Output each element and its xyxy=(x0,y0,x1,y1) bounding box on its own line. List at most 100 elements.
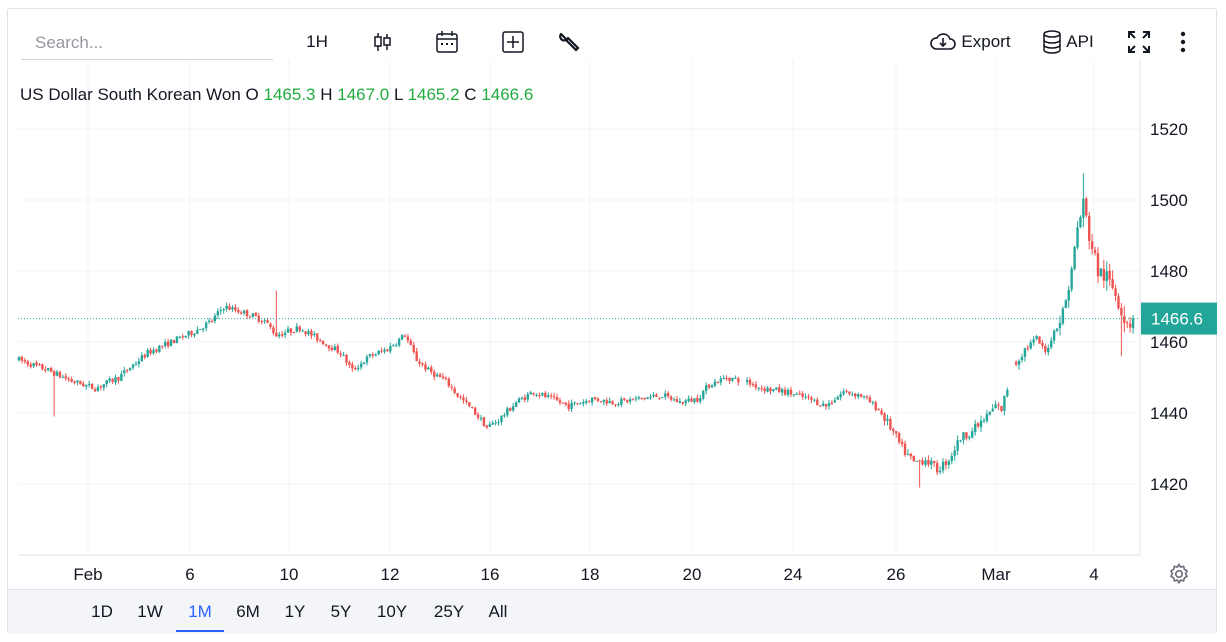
export-button[interactable]: Export xyxy=(923,24,1017,60)
candle-body xyxy=(1079,217,1082,228)
search-input[interactable] xyxy=(21,26,273,60)
candle-body xyxy=(155,349,158,352)
candle-body xyxy=(874,402,877,410)
candle-body xyxy=(73,381,76,383)
date-range-button[interactable] xyxy=(425,24,469,60)
candle-body xyxy=(985,413,989,421)
range-6m[interactable]: 6M xyxy=(236,602,260,621)
candle-body xyxy=(1050,340,1053,348)
candle-body xyxy=(927,459,930,465)
api-button[interactable]: API xyxy=(1037,24,1099,60)
candle-body xyxy=(558,400,562,403)
candle-body xyxy=(307,331,310,335)
y-tick-label: 1420 xyxy=(1150,475,1188,494)
candle-body xyxy=(514,402,518,407)
candle-body xyxy=(348,362,351,365)
candlestick-type-button[interactable] xyxy=(361,24,405,60)
candle-body xyxy=(491,422,494,425)
candle-body xyxy=(1102,268,1106,281)
candle-body xyxy=(377,350,380,355)
candle-body xyxy=(228,306,231,310)
x-tick-label: 26 xyxy=(887,565,906,584)
legend-symbol: US Dollar South Korean Won xyxy=(20,85,241,104)
candle-body xyxy=(117,377,120,381)
candle-body xyxy=(857,394,860,397)
last-price-tag xyxy=(1141,302,1217,335)
candle-body xyxy=(295,326,298,332)
interval-button[interactable]: 1H xyxy=(295,24,339,60)
fullscreen-button[interactable] xyxy=(1121,24,1157,60)
candle-body xyxy=(196,329,199,334)
range-all[interactable]: All xyxy=(488,602,508,621)
candle-body xyxy=(240,312,243,314)
range-1y[interactable]: 1Y xyxy=(284,602,306,621)
candle-body xyxy=(582,401,585,404)
candle-body xyxy=(1055,328,1059,331)
database-icon xyxy=(1042,30,1062,54)
candle-body xyxy=(1035,336,1038,339)
candle-body xyxy=(748,379,752,385)
candle-body xyxy=(172,340,176,344)
candle-body xyxy=(140,355,144,362)
candle-body xyxy=(1123,315,1126,324)
range-1m[interactable]: 1M xyxy=(188,602,212,621)
candle-body xyxy=(573,402,576,404)
candle-body xyxy=(400,335,404,340)
candle-body xyxy=(143,355,146,358)
chart-settings-button[interactable] xyxy=(1168,562,1190,585)
candle-body xyxy=(1038,336,1041,344)
candle-body xyxy=(58,371,62,378)
candle-body xyxy=(237,309,240,313)
candle-body xyxy=(798,393,801,395)
candle-body xyxy=(52,371,56,376)
candle-body xyxy=(675,399,679,403)
candle-body xyxy=(719,378,722,383)
candle-body xyxy=(427,367,430,370)
toolbar: 1H Export API xyxy=(7,8,1217,60)
candle-body xyxy=(459,396,462,398)
candle-body xyxy=(418,361,421,364)
more-options-button[interactable] xyxy=(1171,24,1195,60)
candle-body xyxy=(342,354,345,356)
range-1d[interactable]: 1D xyxy=(91,602,113,621)
candle-body xyxy=(789,389,793,395)
candle-body xyxy=(164,342,167,346)
candle-body xyxy=(982,420,986,422)
candle-body xyxy=(82,383,85,387)
add-indicator-button[interactable] xyxy=(491,24,535,60)
candle-body xyxy=(877,409,880,411)
candle-body xyxy=(70,378,73,382)
candle-body xyxy=(365,356,369,363)
candle-body xyxy=(175,336,179,343)
range-25y[interactable]: 25Y xyxy=(433,602,465,621)
candle-body xyxy=(476,414,480,418)
chart-grid xyxy=(18,60,1140,555)
range-10y[interactable]: 10Y xyxy=(376,602,408,621)
candle-body xyxy=(707,384,711,388)
candle-body xyxy=(783,389,787,395)
candle-body xyxy=(772,389,775,392)
candle-body xyxy=(453,388,456,393)
candle-body xyxy=(473,407,477,415)
candle-body xyxy=(29,364,32,367)
candle-body xyxy=(333,346,337,351)
x-tick-label: 24 xyxy=(784,565,803,584)
candle-body xyxy=(412,344,415,353)
candle-body xyxy=(1067,289,1070,301)
candle-body xyxy=(988,412,991,415)
candle-body xyxy=(128,368,132,371)
candle-body xyxy=(234,307,237,311)
candle-body xyxy=(1061,308,1065,324)
range-1w[interactable]: 1W xyxy=(137,602,163,621)
range-5y[interactable]: 5Y xyxy=(330,602,352,621)
candle-body xyxy=(202,328,205,330)
candlestick-series xyxy=(17,173,1135,488)
candle-body xyxy=(839,394,842,398)
candle-body xyxy=(292,331,296,333)
settings-tools-button[interactable] xyxy=(547,24,591,60)
candle-body xyxy=(658,397,661,399)
y-tick-label: 1480 xyxy=(1150,262,1188,281)
candle-body xyxy=(1026,347,1030,349)
candle-body xyxy=(854,393,857,397)
